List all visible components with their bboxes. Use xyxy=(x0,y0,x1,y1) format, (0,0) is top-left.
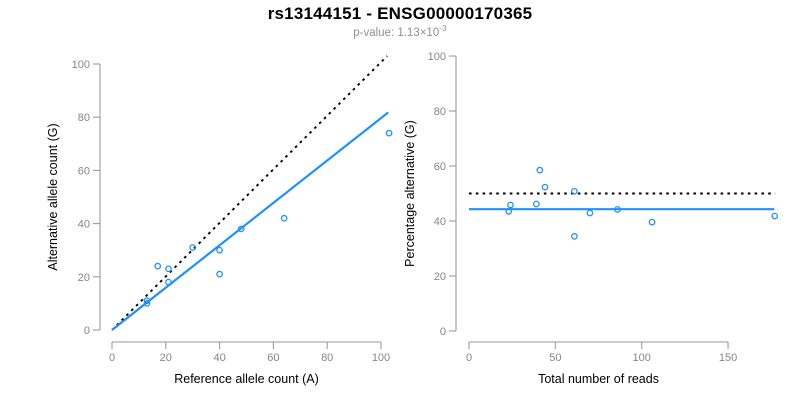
data-point xyxy=(541,183,549,191)
data-point xyxy=(507,201,514,209)
y-tick-label: 100 xyxy=(72,59,90,71)
panel-allele-counts: 0 20 40 60 80 100 0 20 40 60 80 100 Reference allele… xyxy=(46,55,393,386)
y-axis-title: Alternative allele count (G) xyxy=(46,123,60,270)
data-point xyxy=(237,225,245,233)
identity-line xyxy=(111,55,388,331)
y-tick-label: 20 xyxy=(78,272,90,284)
data-point xyxy=(143,297,151,305)
data-point xyxy=(505,208,513,215)
x-tick-label: 60 xyxy=(267,352,279,364)
y-tick-label: 60 xyxy=(434,161,446,173)
data-point xyxy=(280,214,288,222)
x-tick-label: 80 xyxy=(321,352,333,364)
y-tick-label: 0 xyxy=(84,325,90,337)
y-tick-label: 40 xyxy=(78,219,90,231)
data-point xyxy=(570,233,578,240)
plot-subtitle: p-value: 1.13×10-3 xyxy=(0,23,800,39)
x-tick-label: 0 xyxy=(109,352,115,364)
data-point xyxy=(143,300,151,307)
data-point xyxy=(533,200,540,208)
x-tick-label: 100 xyxy=(633,352,651,364)
x-tick-label: 40 xyxy=(213,352,225,364)
x-tick-label: 20 xyxy=(160,352,172,364)
panel-percentage-alternative: 0 20 40 60 80 100 0 50 100 150 Total number of rea… xyxy=(403,51,779,386)
data-point xyxy=(165,278,172,286)
data-point xyxy=(385,129,393,137)
x-tick-label: 50 xyxy=(549,352,561,364)
y-tick-label: 40 xyxy=(434,216,446,228)
fit-line xyxy=(111,111,389,331)
data-point xyxy=(189,244,197,251)
x-tick-label: 150 xyxy=(719,352,737,364)
data-point xyxy=(536,166,544,174)
plot-title: rs13144151 - ENSG00000170365 xyxy=(267,4,533,23)
pvalue-text: p-value: 1.13×10 xyxy=(353,26,440,39)
x-axis-title: Reference allele count (A) xyxy=(174,372,319,386)
x-axis-title: Total number of reads xyxy=(538,372,659,386)
data-point xyxy=(216,246,223,254)
data-point xyxy=(648,218,656,226)
data-point xyxy=(216,270,223,278)
pvalue-exponent: -3 xyxy=(439,23,447,33)
y-tick-label: 100 xyxy=(428,51,446,63)
y-axis-title: Percentage alternative (G) xyxy=(403,120,417,267)
x-tick-label: 0 xyxy=(466,352,472,364)
y-tick-label: 20 xyxy=(434,271,446,283)
data-point xyxy=(771,212,779,220)
x-tick-label: 100 xyxy=(372,352,390,364)
data-point xyxy=(165,265,172,273)
data-point xyxy=(614,206,621,213)
y-tick-label: 60 xyxy=(78,165,90,177)
data-point xyxy=(570,187,578,195)
y-tick-label: 0 xyxy=(440,326,446,338)
y-tick-label: 80 xyxy=(78,112,90,124)
y-tick-label: 80 xyxy=(434,106,446,118)
data-point xyxy=(586,209,594,217)
data-point xyxy=(154,262,162,270)
